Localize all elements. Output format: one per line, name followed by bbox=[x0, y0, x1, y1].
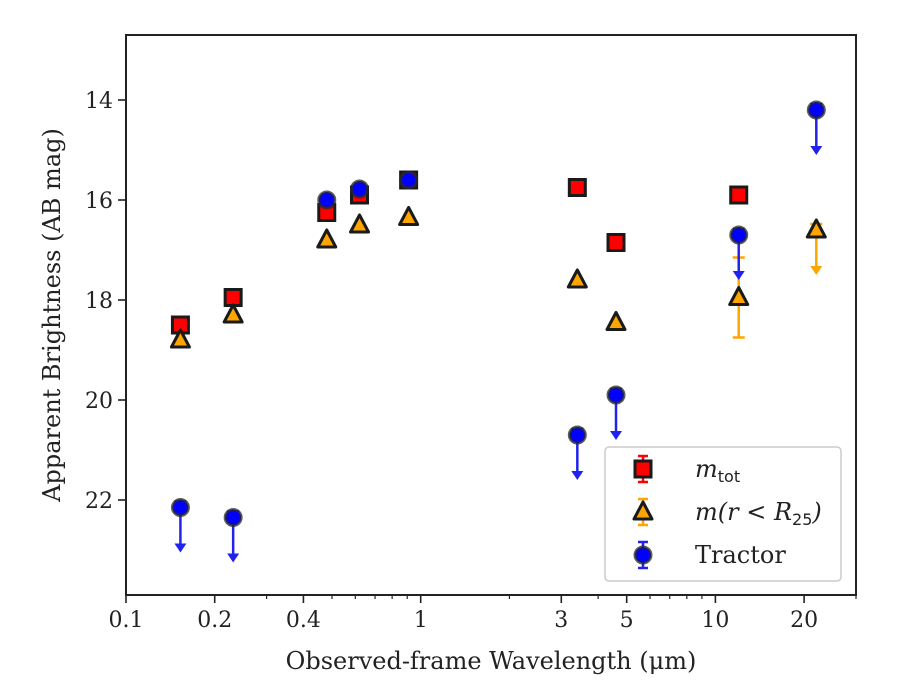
x-tick-label: 20 bbox=[790, 608, 818, 633]
legend-label-subscript: tot bbox=[718, 467, 740, 486]
triangle-point bbox=[349, 213, 371, 234]
x-axis-label: Observed-frame Wavelength (μm) bbox=[286, 647, 697, 675]
legend-entry: m(r < R25) bbox=[632, 497, 822, 529]
x-tick-label: 3 bbox=[554, 608, 568, 633]
triangle-point bbox=[316, 228, 338, 249]
circle-point bbox=[399, 170, 419, 190]
triangle-point bbox=[605, 311, 627, 331]
series-square bbox=[170, 170, 749, 335]
legend-label-tail: ) bbox=[811, 498, 821, 526]
upper-limit-arrow-head bbox=[227, 553, 240, 563]
legend-marker-triangle bbox=[632, 500, 654, 521]
circle-point bbox=[729, 225, 749, 245]
triangle-point bbox=[169, 328, 191, 349]
legend-entry: Tractor bbox=[633, 540, 786, 570]
triangle-point bbox=[222, 303, 244, 324]
upper-limit-arrow-head bbox=[810, 266, 823, 275]
x-tick-label: 1 bbox=[414, 608, 428, 633]
legend-label-main: m(r < R bbox=[695, 498, 792, 526]
y-tick-label: 20 bbox=[85, 389, 113, 414]
triangle-point bbox=[805, 218, 827, 239]
square-point bbox=[729, 185, 749, 205]
y-tick-label: 18 bbox=[85, 289, 113, 314]
legend-marker-circle bbox=[633, 545, 653, 565]
x-tick-label: 0.1 bbox=[109, 608, 144, 633]
upper-limit-arrow-head bbox=[732, 271, 745, 280]
y-tick-label: 16 bbox=[85, 189, 113, 214]
legend-box bbox=[604, 446, 842, 582]
series-triangle bbox=[169, 206, 827, 349]
square-point bbox=[567, 178, 587, 197]
square-point bbox=[223, 288, 243, 307]
legend-label: mtot bbox=[695, 455, 740, 486]
legend-label: Tractor bbox=[695, 541, 786, 569]
y-axis-label: Apparent Brightness (AB mag) bbox=[38, 128, 66, 503]
x-tick-label: 0.2 bbox=[197, 608, 232, 633]
y-tick-label: 14 bbox=[85, 89, 113, 114]
triangle-point bbox=[398, 206, 420, 226]
legend-label: m(r < R25) bbox=[695, 498, 822, 529]
upper-limit-arrow-head bbox=[174, 543, 187, 553]
upper-limit-arrow-head bbox=[571, 471, 584, 480]
legend-label-main: m bbox=[695, 455, 718, 483]
legend-marker-square bbox=[633, 459, 653, 479]
legend: mtot m(r < R25) Tractor bbox=[604, 446, 842, 582]
upper-limit-arrow-head bbox=[810, 146, 823, 155]
plot-frame bbox=[125, 34, 857, 596]
series-circle bbox=[170, 100, 826, 563]
x-tick-label: 10 bbox=[701, 608, 729, 633]
circle-point bbox=[223, 508, 243, 527]
upper-limit-arrow-head bbox=[610, 431, 623, 440]
y-tick-label: 22 bbox=[85, 489, 113, 514]
legend-label-subscript: 25 bbox=[792, 510, 812, 529]
marks-layer bbox=[169, 100, 827, 563]
triangle-point bbox=[566, 268, 588, 289]
legend-entry: mtot bbox=[633, 454, 740, 486]
x-tick-label: 5 bbox=[620, 608, 634, 633]
circle-point bbox=[317, 190, 337, 210]
circle-point bbox=[606, 385, 626, 405]
square-point bbox=[606, 233, 626, 252]
ticks-layer: 0.1 0.2 0.4 1 3 5 10 20 14 16 18 20 22 bbox=[85, 89, 857, 633]
circle-point bbox=[806, 100, 826, 120]
x-tick-label: 0.4 bbox=[286, 608, 321, 633]
circle-point bbox=[567, 425, 587, 445]
triangle-point bbox=[728, 286, 750, 306]
circle-point bbox=[170, 498, 190, 517]
circle-point bbox=[350, 179, 370, 199]
